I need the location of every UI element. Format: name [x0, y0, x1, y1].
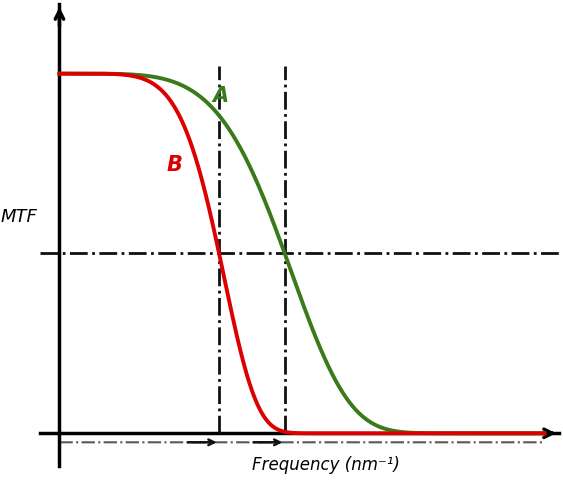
- Text: Frequency (nm⁻¹): Frequency (nm⁻¹): [252, 456, 400, 474]
- Text: B: B: [166, 155, 182, 175]
- Y-axis label: MTF: MTF: [1, 208, 38, 226]
- Text: A: A: [212, 86, 228, 107]
